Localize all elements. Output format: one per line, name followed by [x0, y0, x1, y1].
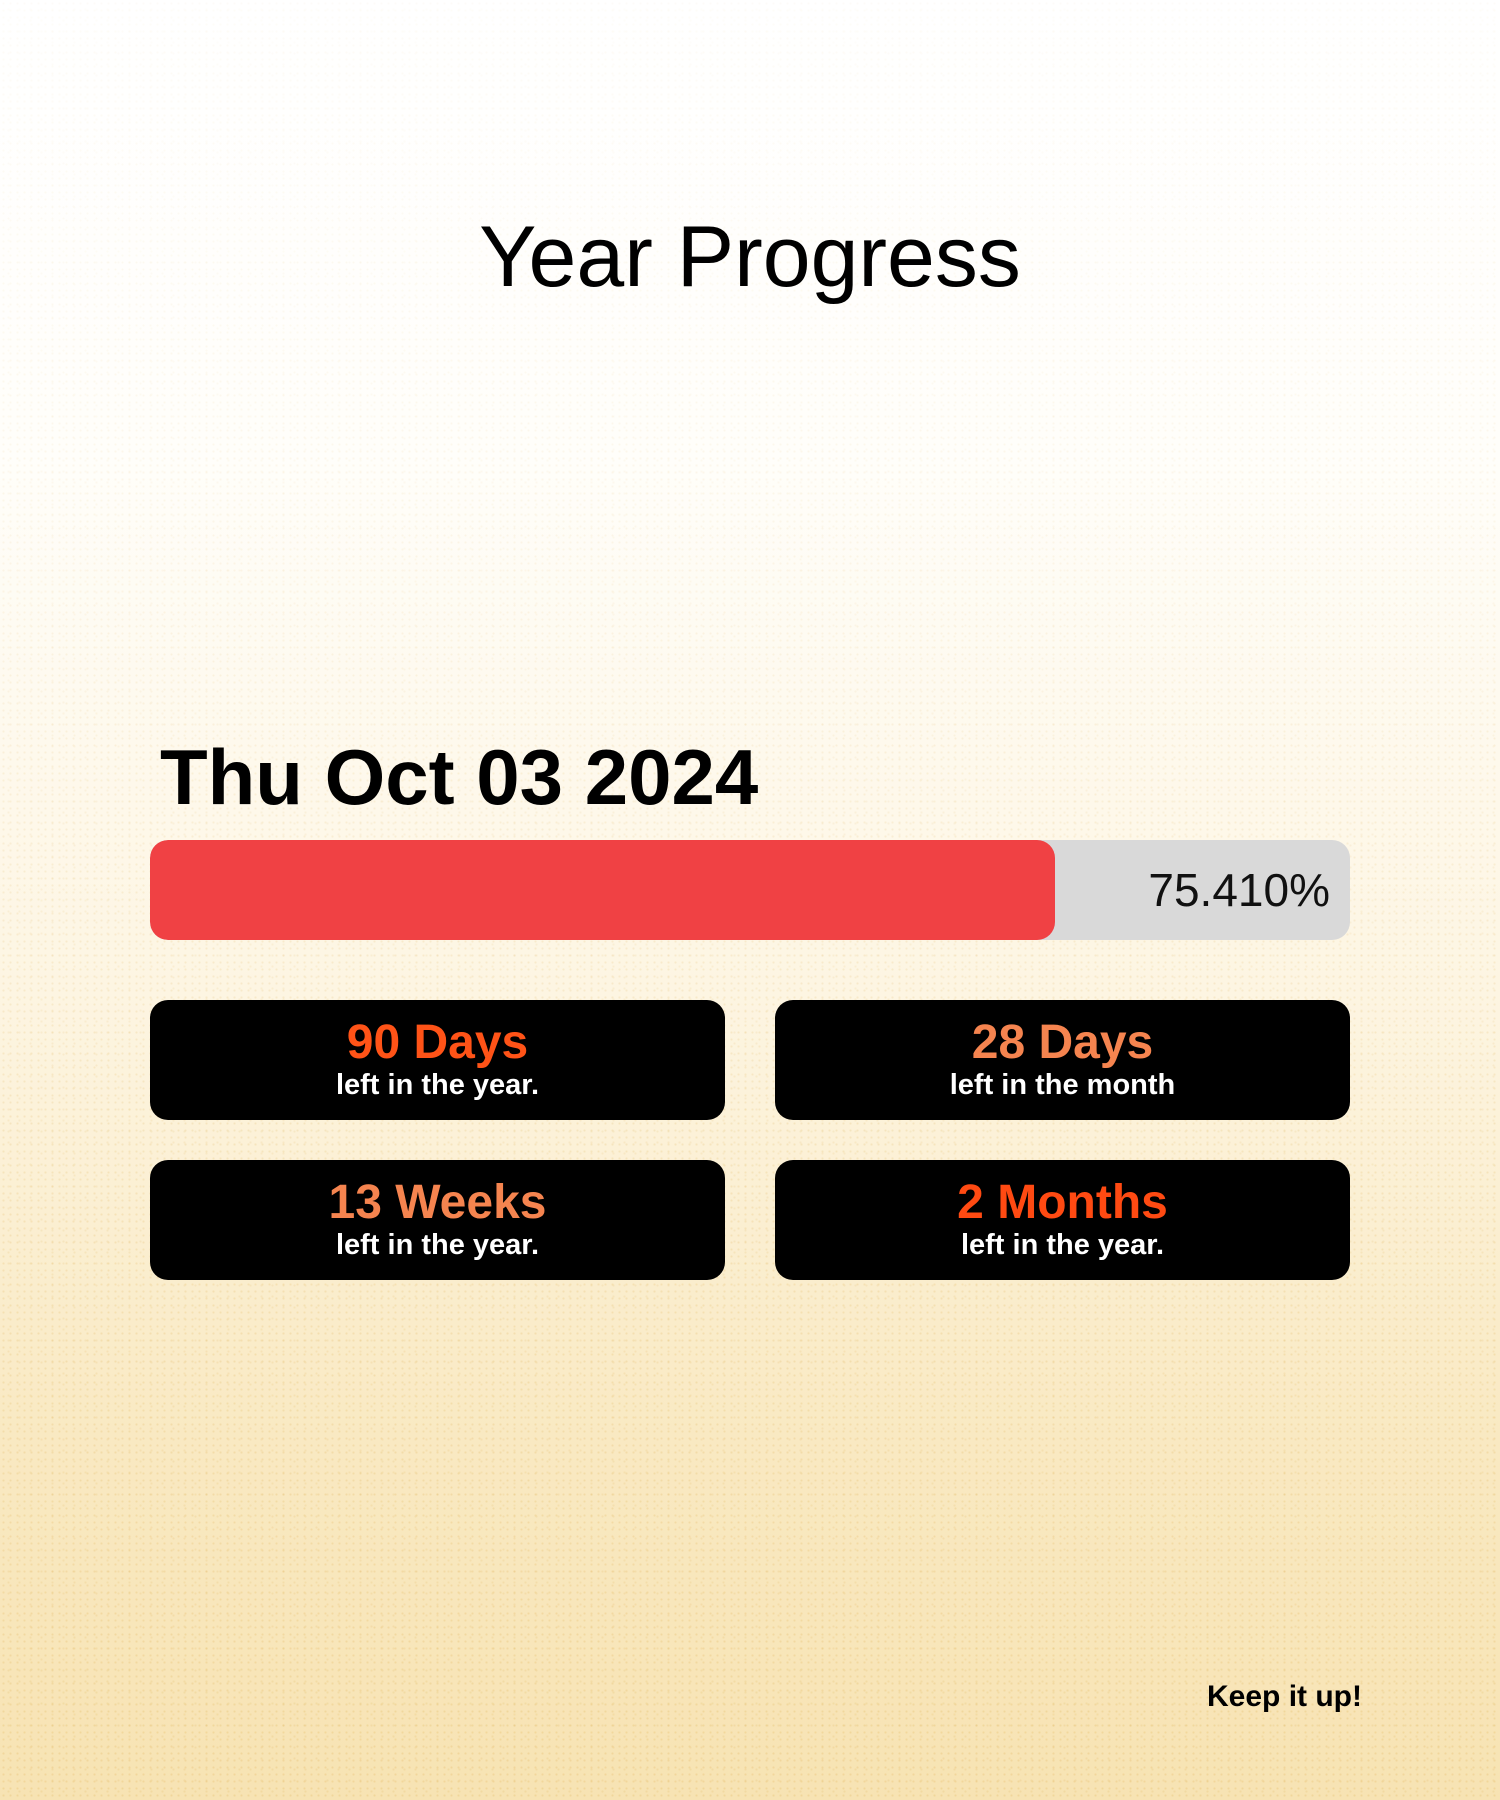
stat-card-months-left-year: 2 Months left in the year. — [775, 1160, 1350, 1280]
year-progress-percent: 75.410% — [1148, 864, 1330, 916]
stat-caption: left in the year. — [960, 1229, 1165, 1262]
page-title: Year Progress — [479, 209, 1021, 305]
stat-value: 28 Days — [971, 1015, 1154, 1069]
stat-caption: left in the year. — [335, 1069, 540, 1102]
stat-card-days-left-month: 28 Days left in the month — [775, 1000, 1350, 1120]
stat-card-weeks-left-year: 13 Weeks left in the year. — [150, 1160, 725, 1280]
footer-message: Keep it up! — [1207, 1680, 1362, 1713]
stat-value: 90 Days — [346, 1015, 529, 1069]
stat-caption: left in the month — [949, 1069, 1176, 1102]
stat-card-days-left-year: 90 Days left in the year. — [150, 1000, 725, 1120]
stat-value: 13 Weeks — [328, 1175, 547, 1229]
current-date: Thu Oct 03 2024 — [160, 733, 759, 821]
stat-value: 2 Months — [957, 1175, 1168, 1229]
stat-caption: left in the year. — [335, 1229, 540, 1262]
year-progress-bar: 75.410% — [150, 840, 1350, 940]
year-progress-fill — [150, 840, 1055, 940]
